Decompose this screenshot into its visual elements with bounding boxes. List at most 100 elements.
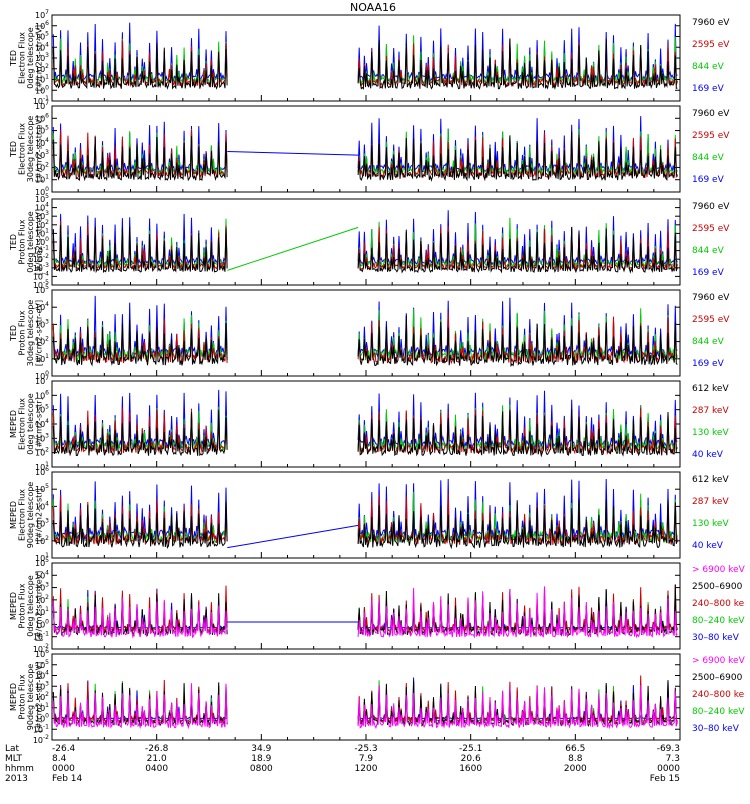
y-axis-label: MEPEDElectron Flux90deg telescope[#/cm2-… bbox=[9, 482, 44, 549]
y-axis-label-line: [#/cm2-s-str-eV] bbox=[35, 116, 44, 182]
y-tick-label: 101 bbox=[35, 702, 49, 713]
legend-entry: 287 keV bbox=[692, 406, 729, 416]
legend-entry: 40 keV bbox=[692, 450, 724, 460]
y-tick-label: 106 bbox=[35, 112, 49, 123]
y-axis-label-line: Electron Flux bbox=[18, 32, 27, 84]
y-axis-label-line: [#/cm2-s-str-keV] bbox=[35, 571, 44, 642]
x-tick-label: -25.1 bbox=[459, 744, 482, 754]
y-axis-label: MEPEDProton Flux0deg telescope[#/cm2-s-s… bbox=[9, 571, 44, 642]
x-tick-label: 8.4 bbox=[52, 754, 67, 764]
y-tick-label: 106 bbox=[35, 389, 49, 400]
x-row-label: MLT bbox=[5, 754, 23, 764]
legend-entry: 844 eV bbox=[692, 153, 725, 163]
y-tick-label: 101 bbox=[35, 74, 49, 85]
series-trace bbox=[52, 42, 228, 90]
y-tick-label: 101 bbox=[35, 227, 49, 238]
y-axis-label-line: MEPED bbox=[9, 592, 18, 620]
panel-4: 100 101 102 103 104 105 TEDProton Flux30deg te… bbox=[9, 284, 730, 381]
legend-entry: 130 keV bbox=[692, 428, 729, 438]
y-axis-label: MEPEDElectron Flux0deg telescope[#/cm2-s… bbox=[9, 393, 44, 454]
y-axis-label: TEDProton Flux0deg telescope[#/cm2-s-str… bbox=[9, 209, 44, 275]
y-axis-label-line: 90deg telescope bbox=[26, 664, 35, 731]
y-tick-label: 105 bbox=[35, 125, 49, 136]
legend-entry: 7960 eV bbox=[692, 202, 730, 212]
y-tick-label: 103 bbox=[35, 518, 49, 529]
y-tick-label: 104 bbox=[35, 301, 49, 312]
y-tick-label: 103 bbox=[35, 52, 49, 63]
y-axis-label-line: MEPED bbox=[9, 410, 18, 438]
y-axis-label-line: [#/cm2-s-str-eV] bbox=[35, 25, 44, 91]
y-axis-label-line: 0deg telescope bbox=[26, 211, 35, 272]
panels: 10-1100101102103104105106107TEDElectron … bbox=[9, 9, 746, 745]
legend-entry: 2500–6900 bbox=[692, 582, 743, 592]
y-tick-label: 100 bbox=[35, 186, 49, 197]
y-axis-label: TEDProton Flux30deg telescope[#/cm2-s-st… bbox=[9, 300, 44, 367]
series-trace bbox=[52, 501, 228, 550]
y-tick-label: 10-2 bbox=[33, 643, 49, 654]
legend-entry: 80–240 keV bbox=[692, 616, 745, 626]
y-tick-label: 104 bbox=[35, 670, 49, 681]
legend-entry: 2595 eV bbox=[692, 224, 730, 234]
legend-entry: > 6900 keV bbox=[692, 565, 746, 575]
x-tick-label: -26.8 bbox=[145, 744, 169, 754]
y-axis-label-line: 30deg telescope bbox=[26, 116, 35, 183]
legend-entry: 30–80 keV bbox=[692, 724, 740, 734]
series-trace bbox=[357, 684, 678, 730]
legend-entry: 169 eV bbox=[692, 359, 725, 369]
x-tick-label: 2000 bbox=[564, 764, 587, 774]
y-tick-label: 102 bbox=[35, 447, 49, 458]
legend-entry: 169 eV bbox=[692, 175, 725, 185]
x-tick-label: 34.9 bbox=[251, 744, 271, 754]
x-tick-label: 0000 bbox=[657, 764, 680, 774]
y-axis-label-line: TED bbox=[9, 141, 18, 158]
gap-connector bbox=[227, 226, 359, 271]
legend-entry: 612 keV bbox=[692, 475, 729, 485]
series-trace bbox=[52, 389, 228, 449]
y-axis-label-line: Proton Flux bbox=[18, 583, 27, 628]
y-tick-label: 106 bbox=[35, 20, 49, 31]
y-tick-label: 10-1 bbox=[33, 95, 49, 106]
x-row-label: Lat bbox=[5, 744, 20, 754]
legend-entry: 7960 eV bbox=[692, 293, 730, 303]
y-tick-label: 106 bbox=[35, 648, 49, 659]
y-axis-label-line: [#/cm2-s-str-eV] bbox=[35, 300, 44, 366]
x-tick-label: 21.0 bbox=[147, 754, 167, 764]
y-tick-label: 106 bbox=[35, 466, 49, 477]
y-tick-label: 100 bbox=[35, 618, 49, 629]
y-axis-label-line: 30deg telescope bbox=[26, 300, 35, 367]
legend-entry: 40 keV bbox=[692, 541, 724, 551]
y-tick-label: 101 bbox=[35, 174, 49, 185]
y-tick-label: 102 bbox=[35, 594, 49, 605]
legend-entry: 7960 eV bbox=[692, 18, 730, 28]
series-trace bbox=[52, 683, 228, 730]
y-tick-label: 105 bbox=[35, 404, 49, 415]
y-axis-label-line: MEPED bbox=[9, 683, 18, 711]
panel-6: 101 102 103 104 105 106 MEPEDElectron Flux90de… bbox=[9, 466, 729, 563]
legend-entry: 130 keV bbox=[692, 519, 729, 529]
legend-entry: 7960 eV bbox=[692, 109, 730, 119]
legend-entry: 287 keV bbox=[692, 497, 729, 507]
legend-entry: 844 eV bbox=[692, 246, 725, 256]
series-trace bbox=[357, 38, 678, 90]
legend-entry: 240–800 ke bbox=[692, 599, 745, 609]
y-tick-label: 105 bbox=[35, 483, 49, 494]
gap-connector bbox=[227, 524, 359, 549]
series-trace bbox=[52, 136, 228, 182]
x-tick-label: 7.9 bbox=[359, 754, 374, 764]
y-tick-label: 104 bbox=[35, 41, 49, 52]
chart-title: NOAA16 bbox=[350, 1, 396, 14]
y-tick-label: 10-1 bbox=[33, 631, 49, 642]
y-tick-label: 107 bbox=[35, 100, 49, 111]
y-axis-label-line: TED bbox=[9, 325, 18, 342]
y-tick-label: 10-4 bbox=[33, 270, 49, 281]
series-trace bbox=[52, 319, 228, 367]
series-trace bbox=[52, 225, 228, 274]
series-trace bbox=[357, 226, 678, 274]
legend-entry: 2595 eV bbox=[692, 131, 730, 141]
y-tick-label: 10-2 bbox=[33, 734, 49, 745]
series-trace bbox=[52, 213, 228, 267]
